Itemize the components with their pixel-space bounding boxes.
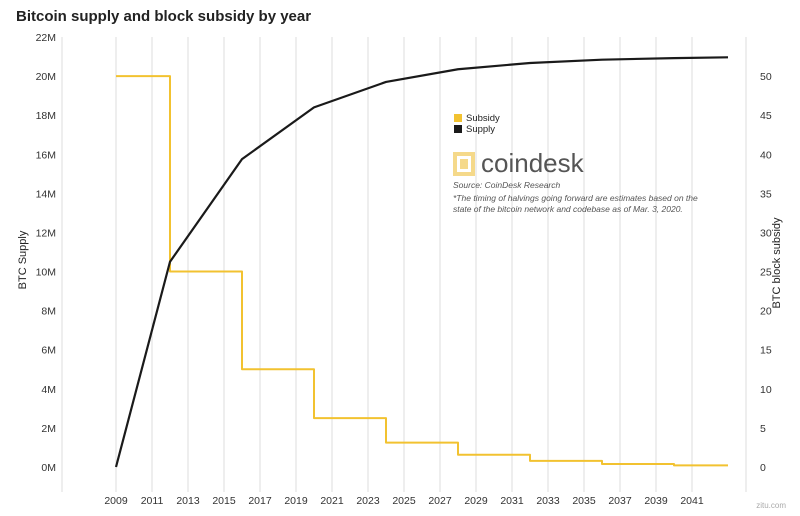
left-axis: 0M 2M 4M 6M 8M 10M 12M 14M 16M 18M 20M 22M [36,32,56,474]
y-right-tick-label-20: 20 [760,306,772,318]
y-right-tick-label-5: 5 [760,423,766,435]
legend-swatch-subsidy [454,114,462,122]
x-tick-label-2031: 2031 [500,495,524,507]
y-right-tick-label-0: 0 [760,462,766,474]
x-axis: 2009 2011 2013 2015 2017 2019 2021 2023 2025 2027… [104,495,704,507]
y-left-tick-label-18M: 18M [36,110,56,122]
y-left-tick-label-14M: 14M [36,188,56,200]
coindesk-logo: coindesk [453,148,585,178]
y-right-tick-label-50: 50 [760,71,772,83]
x-tick-label-2019: 2019 [284,495,308,507]
y-left-tick-label-16M: 16M [36,149,56,161]
series-line-subsidy [116,75,728,467]
x-tick-label-2011: 2011 [141,495,164,507]
y-axis-label-right: BTC block subsidy [771,217,783,309]
x-tick-label-2015: 2015 [212,495,236,507]
x-tick-label-2037: 2037 [608,495,632,507]
x-tick-label-2035: 2035 [572,495,596,507]
y-right-tick-label-25: 25 [760,267,772,279]
x-tick-label-2041: 2041 [680,495,704,507]
x-tick-label-2039: 2039 [644,495,668,507]
y-right-tick-label-35: 35 [760,188,772,200]
source-note: Source: CoinDesk Research [453,180,561,190]
legend-label-supply: Supply [466,124,495,135]
y-right-tick-label-40: 40 [760,149,772,161]
x-tick-label-2033: 2033 [536,495,560,507]
x-tick-label-2029: 2029 [464,495,488,507]
x-tick-label-2023: 2023 [356,495,380,507]
x-tick-label-2017: 2017 [248,495,272,507]
x-tick-label-2025: 2025 [392,495,416,507]
y-left-tick-label-6M: 6M [41,345,56,357]
y-left-tick-label-0M: 0M [41,462,56,474]
series-line-supply [114,56,729,468]
y-left-tick-label-4M: 4M [41,384,56,396]
grid-lines [61,37,747,492]
y-left-tick-label-22M: 22M [36,32,56,44]
footnote-line-1: *The timing of halvings going forward ar… [453,193,698,203]
x-tick-label-2027: 2027 [428,495,452,507]
chart-title: Bitcoin supply and block subsidy by year [16,8,312,25]
footnote-line-2: state of the bitcoin network and codebas… [453,204,683,214]
y-left-tick-label-10M: 10M [36,267,56,279]
y-right-tick-label-30: 30 [760,227,772,239]
right-axis: 0 5 10 15 20 25 30 35 40 45 50 [760,71,772,474]
y-left-tick-label-12M: 12M [36,227,56,239]
legend-label-subsidy: Subsidy [466,113,500,124]
y-right-tick-label-45: 45 [760,110,772,122]
legend: Subsidy Supply [454,113,500,135]
y-right-tick-label-10: 10 [760,384,772,396]
x-tick-label-2021: 2021 [320,495,344,507]
y-left-tick-label-2M: 2M [41,423,56,435]
x-tick-label-2009: 2009 [104,495,128,507]
x-tick-label-2013: 2013 [176,495,200,507]
legend-swatch-supply [454,125,462,133]
y-left-tick-label-8M: 8M [41,306,56,318]
series-layer [114,56,729,468]
watermark: zitu.com [756,501,786,510]
y-axis-label-left: BTC Supply [17,230,29,289]
coindesk-logo-mark [453,152,475,176]
y-left-tick-label-20M: 20M [36,71,56,83]
y-right-tick-label-15: 15 [760,345,772,357]
coindesk-logo-text: coindesk [481,148,585,178]
